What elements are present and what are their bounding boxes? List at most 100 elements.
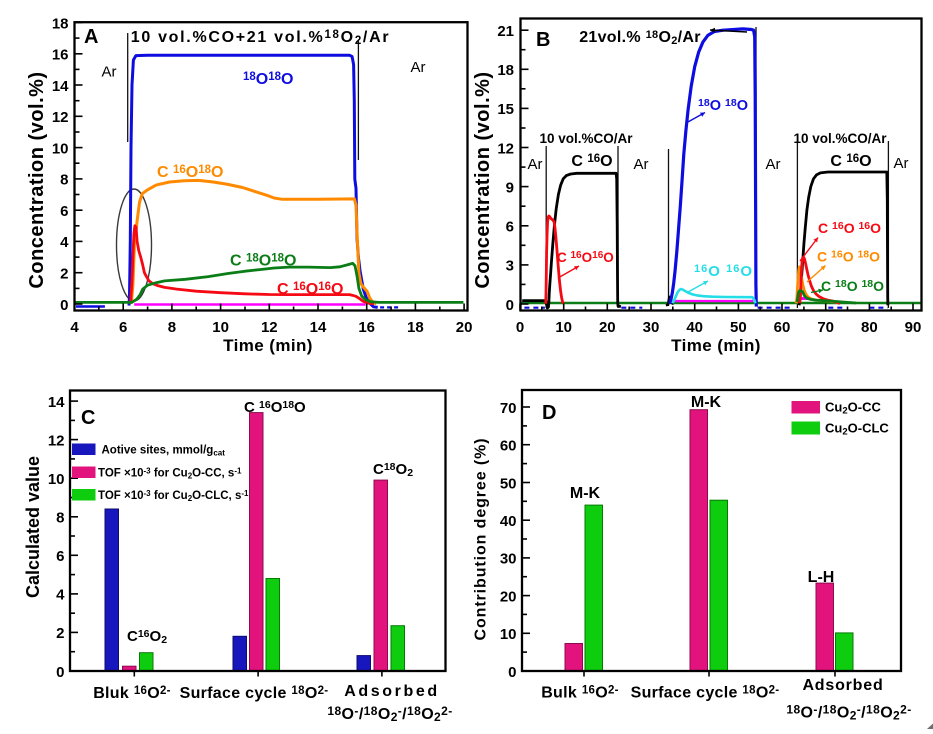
svg-text:14: 14 — [52, 78, 69, 95]
svg-text:12: 12 — [52, 109, 69, 126]
svg-text:18: 18 — [497, 62, 514, 79]
svg-text:Bluk 16O2-: Bluk 16O2- — [93, 685, 171, 702]
svg-text:21vol.% 18O2/Ar: 21vol.% 18O2/Ar — [579, 29, 701, 47]
svg-text:Ar: Ar — [528, 156, 543, 173]
svg-text:10: 10 — [500, 626, 517, 643]
svg-text:90: 90 — [905, 319, 922, 336]
svg-text:10 vol.%CO/Ar: 10 vol.%CO/Ar — [793, 131, 887, 146]
svg-text:20: 20 — [599, 319, 616, 336]
svg-text:4: 4 — [60, 234, 69, 251]
svg-text:C 18O18O: C 18O18O — [230, 252, 297, 269]
svg-text:0: 0 — [56, 664, 64, 681]
svg-text:10: 10 — [48, 471, 65, 488]
svg-text:12: 12 — [48, 432, 65, 449]
svg-text:80: 80 — [861, 319, 878, 336]
svg-text:C 18O 18O: C 18O 18O — [821, 278, 884, 294]
svg-text:6: 6 — [56, 548, 64, 565]
svg-text:16O 16O: 16O 16O — [694, 263, 753, 280]
svg-text:10: 10 — [555, 319, 572, 336]
svg-text:Adsorbed: Adsorbed — [344, 683, 439, 700]
svg-text:TOF ×10-3 for Cu2O-CLC, s-1: TOF ×10-3 for Cu2O-CLC, s-1 — [98, 489, 249, 502]
svg-text:30: 30 — [500, 551, 517, 568]
svg-text:Cu2O-CC: Cu2O-CC — [825, 400, 881, 417]
svg-text:Ar: Ar — [634, 156, 649, 173]
svg-text:40: 40 — [500, 513, 517, 530]
svg-text:L-H: L-H — [808, 569, 835, 586]
svg-text:6: 6 — [119, 319, 127, 336]
svg-text:50: 50 — [730, 319, 747, 336]
svg-text:60: 60 — [774, 319, 791, 336]
svg-text:2: 2 — [60, 266, 68, 283]
svg-text:Concentration (vol.%): Concentration (vol.%) — [472, 71, 494, 288]
svg-text:10: 10 — [212, 319, 229, 336]
svg-text:C 16O18O: C 16O18O — [157, 164, 224, 181]
svg-text:18: 18 — [407, 319, 424, 336]
svg-text:Contribution degree (%): Contribution degree (%) — [473, 438, 490, 641]
svg-text:C 16O 18O: C 16O 18O — [817, 249, 880, 265]
svg-text:C 16O 16O: C 16O 16O — [818, 220, 881, 236]
svg-text:6: 6 — [506, 219, 514, 236]
svg-text:12: 12 — [261, 319, 278, 336]
svg-text:Time (min): Time (min) — [671, 336, 761, 355]
svg-text:0: 0 — [508, 664, 516, 681]
svg-text:4: 4 — [70, 319, 79, 336]
svg-text:6: 6 — [60, 203, 68, 220]
svg-text:12: 12 — [497, 140, 514, 157]
svg-text:20: 20 — [500, 588, 517, 605]
svg-text:C 16O18O: C 16O18O — [244, 399, 306, 416]
svg-text:10 vol.%CO+21 vol.%18O2/Ar: 10 vol.%CO+21 vol.%18O2/Ar — [131, 29, 391, 48]
svg-text:Time (min): Time (min) — [223, 336, 313, 355]
svg-text:8: 8 — [168, 319, 176, 336]
svg-text:9: 9 — [506, 179, 514, 196]
svg-text:18O 18O: 18O 18O — [698, 97, 748, 114]
svg-text:60: 60 — [500, 438, 517, 455]
svg-text:Aotive sites, mmol/gcat: Aotive sites, mmol/gcat — [102, 445, 226, 458]
svg-text:Surface cycle 18O2-: Surface cycle 18O2- — [631, 684, 780, 701]
svg-text:18O18O: 18O18O — [243, 71, 294, 88]
svg-text:0: 0 — [506, 297, 514, 314]
svg-text:Surface cycle 18O2-: Surface cycle 18O2- — [180, 685, 329, 702]
svg-text:D: D — [542, 402, 556, 424]
svg-text:50: 50 — [500, 475, 517, 492]
svg-text:14: 14 — [310, 319, 327, 336]
svg-text:3: 3 — [506, 258, 514, 275]
svg-text:40: 40 — [686, 319, 703, 336]
svg-text:18: 18 — [52, 15, 69, 32]
svg-text:Ar: Ar — [894, 155, 909, 172]
svg-text:16: 16 — [358, 319, 375, 336]
svg-text:Bulk 16O2-: Bulk 16O2- — [541, 684, 619, 701]
svg-text:10: 10 — [52, 140, 69, 157]
svg-text:Cu2O-CLC: Cu2O-CLC — [825, 421, 889, 438]
svg-text:C 16O: C 16O — [571, 153, 612, 170]
svg-text:21: 21 — [497, 23, 514, 40]
svg-text:70: 70 — [817, 319, 834, 336]
svg-text:18O-/18O2-/18O22-: 18O-/18O2-/18O22- — [786, 702, 911, 723]
svg-text:C 16O: C 16O — [830, 153, 871, 170]
svg-text:M-K: M-K — [570, 485, 601, 502]
svg-text:18O-/18O2-/18O22-: 18O-/18O2-/18O22- — [327, 704, 452, 725]
svg-text:14: 14 — [48, 394, 65, 411]
svg-text:8: 8 — [56, 510, 64, 527]
svg-text:16: 16 — [52, 47, 69, 64]
svg-text:C16O2: C16O2 — [127, 628, 167, 646]
svg-text:Ar: Ar — [102, 64, 117, 81]
svg-text:C 16O16O: C 16O16O — [277, 281, 344, 298]
svg-text:4: 4 — [56, 587, 65, 604]
svg-text:30: 30 — [643, 319, 660, 336]
svg-text:Ar: Ar — [766, 156, 781, 173]
svg-text:Adsorbed: Adsorbed — [802, 677, 883, 694]
svg-text:M-K: M-K — [691, 394, 722, 411]
svg-text:A: A — [84, 26, 98, 48]
svg-text:0: 0 — [516, 319, 524, 336]
svg-text:8: 8 — [60, 172, 68, 189]
svg-text:C: C — [81, 407, 95, 429]
svg-text:Calculated value: Calculated value — [23, 456, 43, 598]
svg-text:TOF ×10-3 for Cu2O-CC, s-1: TOF ×10-3 for Cu2O-CC, s-1 — [98, 467, 242, 480]
svg-text:0: 0 — [60, 297, 68, 314]
svg-text:70: 70 — [500, 400, 517, 417]
svg-text:Ar: Ar — [411, 59, 426, 76]
svg-text:2: 2 — [56, 625, 64, 642]
svg-text:Concentration (vol.%): Concentration (vol.%) — [26, 71, 48, 288]
svg-text:C18O2: C18O2 — [373, 461, 413, 479]
svg-text:15: 15 — [497, 101, 514, 118]
